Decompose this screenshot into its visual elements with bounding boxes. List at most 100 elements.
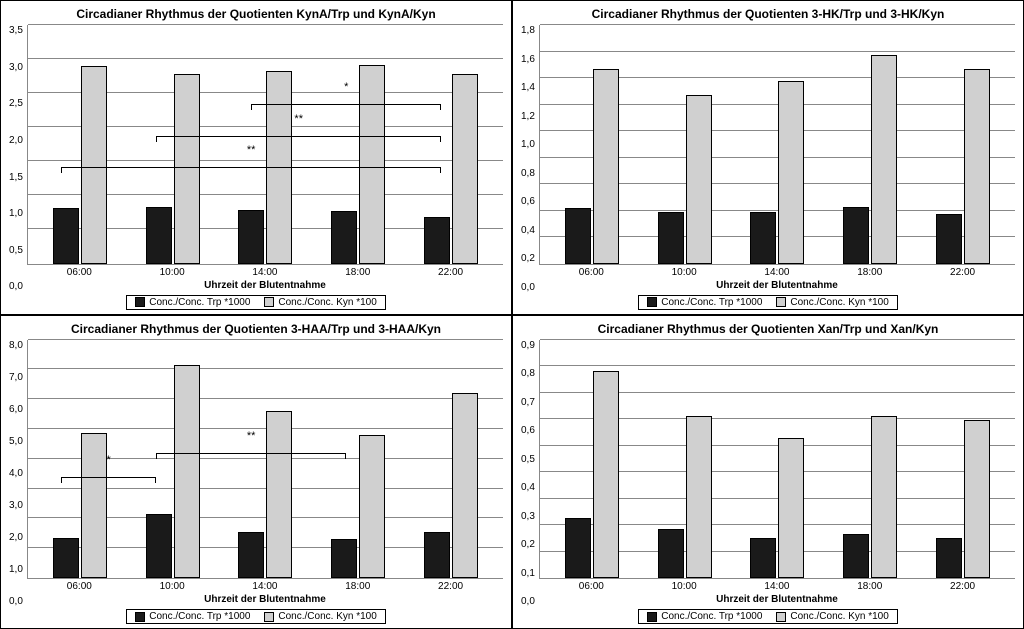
y-axis: 1,81,61,41,21,00,80,60,40,20,0: [521, 25, 539, 293]
bar-group: [546, 25, 639, 264]
y-tick-label: 0,6: [521, 425, 535, 436]
y-tick-label: 0,0: [521, 596, 535, 607]
bar-series1: [146, 514, 172, 578]
panel-3hk: Circadianer Rhythmus der Quotienten 3-HK…: [512, 0, 1024, 315]
y-tick-label: 1,2: [521, 111, 535, 122]
bar-group: [127, 340, 220, 579]
y-tick-label: 0,2: [521, 539, 535, 550]
bar-group: [824, 340, 917, 579]
y-tick-label: 1,0: [9, 208, 23, 219]
y-axis: 3,53,02,52,01,51,00,50,0: [9, 25, 27, 293]
x-tick-label: 10:00: [672, 267, 697, 278]
bar-series2: [778, 81, 804, 264]
chart-body: 3,53,02,52,01,51,00,50,0*****06:0010:001…: [9, 25, 503, 293]
bar-series1: [331, 211, 357, 263]
legend-item-series2: Conc./Conc. Kyn *100: [264, 297, 376, 308]
legend-label: Conc./Conc. Kyn *100: [278, 611, 376, 622]
y-tick-label: 0,4: [521, 225, 535, 236]
bar-series1: [658, 212, 684, 264]
y-tick-label: 3,5: [9, 25, 23, 36]
bar-series1: [53, 538, 79, 578]
y-tick-label: 3,0: [9, 62, 23, 73]
y-tick-label: 0,8: [521, 168, 535, 179]
x-tick-label: 06:00: [67, 267, 92, 278]
y-tick-label: 0,9: [521, 340, 535, 351]
y-tick-label: 0,1: [521, 568, 535, 579]
bar-series2: [593, 371, 619, 578]
y-tick-label: 0,5: [9, 245, 23, 256]
y-tick-label: 0,0: [9, 596, 23, 607]
chart-title: Circadianer Rhythmus der Quotienten 3-HA…: [9, 322, 503, 336]
x-tick-label: 22:00: [950, 581, 975, 592]
legend-item-series1: Conc./Conc. Trp *1000: [647, 297, 762, 308]
x-tick-label: 06:00: [579, 267, 604, 278]
bar-series2: [686, 95, 712, 263]
bar-series2: [452, 74, 478, 263]
bar-group: [404, 25, 497, 264]
y-tick-label: 2,5: [9, 98, 23, 109]
bar-series1: [565, 208, 591, 264]
y-tick-label: 7,0: [9, 372, 23, 383]
bar-series1: [424, 217, 450, 263]
y-tick-label: 0,6: [521, 196, 535, 207]
bar-group: [312, 25, 405, 264]
bar-series2: [871, 416, 897, 578]
x-tick-label: 18:00: [345, 267, 370, 278]
x-tick-label: 10:00: [672, 581, 697, 592]
bar-series1: [843, 207, 869, 264]
y-tick-label: 5,0: [9, 436, 23, 447]
x-tick-label: 18:00: [345, 581, 370, 592]
legend: Conc./Conc. Trp *1000 Conc./Conc. Kyn *10…: [126, 609, 386, 624]
x-tick-label: 22:00: [438, 267, 463, 278]
chart-grid: Circadianer Rhythmus der Quotienten KynA…: [0, 0, 1024, 629]
x-axis-title: Uhrzeit der Blutentnahme: [27, 594, 503, 605]
legend-label: Conc./Conc. Trp *1000: [149, 297, 250, 308]
y-tick-label: 1,0: [521, 139, 535, 150]
bar-series1: [238, 532, 264, 578]
y-tick-label: 0,4: [521, 482, 535, 493]
y-tick-label: 1,6: [521, 54, 535, 65]
legend-label: Conc./Conc. Trp *1000: [149, 611, 250, 622]
y-tick-label: 0,5: [521, 454, 535, 465]
panel-3haa: Circadianer Rhythmus der Quotienten 3-HA…: [0, 315, 512, 629]
x-tick-label: 14:00: [252, 267, 277, 278]
x-tick-label: 10:00: [160, 581, 185, 592]
bar-group: [916, 340, 1009, 579]
legend-label: Conc./Conc. Trp *1000: [661, 297, 762, 308]
bar-series1: [424, 532, 450, 578]
bar-series1: [936, 214, 962, 263]
legend-swatch-icon: [776, 612, 786, 622]
bar-series2: [81, 66, 107, 264]
bar-series2: [81, 433, 107, 578]
y-tick-label: 8,0: [9, 340, 23, 351]
bar-group: [731, 25, 824, 264]
bar-group: [639, 340, 732, 579]
legend-swatch-icon: [647, 297, 657, 307]
legend-label: Conc./Conc. Kyn *100: [790, 297, 888, 308]
bar-group: [824, 25, 917, 264]
legend-item-series2: Conc./Conc. Kyn *100: [264, 611, 376, 622]
bar-group: [219, 340, 312, 579]
bar-group: [731, 340, 824, 579]
x-axis-title: Uhrzeit der Blutentnahme: [539, 280, 1015, 291]
panel-kyna: Circadianer Rhythmus der Quotienten KynA…: [0, 0, 512, 315]
bar-group: [639, 25, 732, 264]
legend: Conc./Conc. Trp *1000 Conc./Conc. Kyn *10…: [638, 295, 898, 310]
bar-series1: [843, 534, 869, 578]
bar-group: [312, 340, 405, 579]
x-axis-labels: 06:0010:0014:0018:0022:00: [27, 265, 503, 278]
legend-item-series2: Conc./Conc. Kyn *100: [776, 611, 888, 622]
bar-group: [546, 340, 639, 579]
y-tick-label: 0,0: [9, 281, 23, 292]
bar-series2: [871, 55, 897, 263]
bar-series2: [266, 71, 292, 263]
x-axis-title: Uhrzeit der Blutentnahme: [539, 594, 1015, 605]
chart-title: Circadianer Rhythmus der Quotienten Xan/…: [521, 322, 1015, 336]
x-axis-labels: 06:0010:0014:0018:0022:00: [539, 265, 1015, 278]
legend-swatch-icon: [264, 297, 274, 307]
bar-series2: [359, 435, 385, 578]
legend-label: Conc./Conc. Kyn *100: [790, 611, 888, 622]
bar-series1: [146, 207, 172, 264]
plot-area: [539, 25, 1015, 265]
bar-series2: [266, 411, 292, 578]
